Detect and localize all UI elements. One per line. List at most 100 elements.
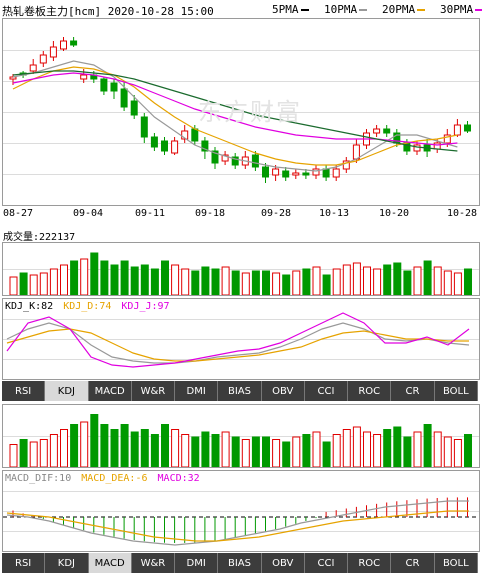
volume-bar	[443, 436, 452, 467]
candle-body	[221, 154, 229, 162]
volume-bar	[332, 268, 341, 295]
date-tick-10-28: 10-28	[446, 208, 478, 219]
ma20-line	[12, 66, 458, 166]
volume-bar	[29, 441, 38, 467]
volume-bar	[373, 268, 382, 295]
volume-bar	[29, 274, 38, 295]
volume-bar	[413, 266, 422, 295]
volume-bar	[393, 262, 402, 295]
volume-bar	[100, 424, 109, 467]
indicator-tabs-bottom: RSI KDJ MACD W&R DMI BIAS OBV CCI ROC CR BOLL	[2, 553, 478, 573]
tab-rsi[interactable]: RSI	[2, 553, 46, 573]
volume-bar	[342, 429, 351, 467]
date-axis: 08-27 09-04 09-11 09-18 09-28 10-13 10-20 10-28	[3, 208, 478, 222]
volume-bar	[241, 272, 250, 295]
volume-bar	[322, 274, 331, 295]
volume-bar	[464, 434, 472, 467]
kdj-d-label: KDJ_D:74	[63, 301, 112, 312]
volume-bar	[332, 434, 341, 467]
candle-body	[191, 128, 199, 142]
volume-panel-2[interactable]	[2, 404, 480, 468]
volume-bar	[272, 439, 281, 467]
volume-bar	[363, 431, 371, 467]
tab-macd[interactable]: MACD	[88, 381, 132, 401]
candle-body	[443, 134, 451, 144]
volume-panel[interactable]	[2, 242, 480, 296]
tab-boll[interactable]: BOLL	[434, 553, 478, 573]
candle-body	[70, 40, 78, 46]
volume-bar	[241, 439, 250, 467]
tab-kdj[interactable]: KDJ	[45, 553, 89, 573]
tab-obv[interactable]: OBV	[261, 553, 305, 573]
volume-bar	[140, 429, 149, 467]
volume-bar	[282, 274, 291, 295]
kdj-j-label: KDJ_J:97	[121, 301, 170, 312]
candle-body	[201, 140, 209, 152]
volume-bar	[433, 431, 442, 467]
tab-roc[interactable]: ROC	[348, 553, 392, 573]
volume-bar	[221, 431, 230, 467]
candle-body	[60, 40, 67, 50]
volume-bar	[443, 270, 452, 295]
volume-bar	[312, 266, 321, 295]
tab-macd[interactable]: MACD	[88, 553, 132, 573]
volume-bar	[150, 434, 159, 467]
volume-bar	[120, 424, 129, 467]
tab-rsi[interactable]: RSI	[2, 381, 46, 401]
tab-dmi[interactable]: DMI	[175, 553, 219, 573]
tab-wr[interactable]: W&R	[131, 381, 176, 401]
volume-bar	[433, 266, 442, 295]
volume-bar	[181, 434, 190, 467]
macd-panel[interactable]: MACD_DIF:10 MACD_DEA:-6 MACD:32	[2, 470, 480, 552]
volume-bar	[191, 436, 200, 467]
tab-dmi[interactable]: DMI	[175, 381, 219, 401]
candle-body	[312, 168, 320, 176]
candle-body	[262, 166, 269, 178]
candle-body	[161, 140, 168, 152]
volume-bar	[161, 260, 169, 295]
date-tick-10-20: 10-20	[378, 208, 410, 219]
volume-bar	[60, 429, 68, 467]
legend-20pma: 20PMA	[382, 3, 426, 16]
volume-bar	[302, 434, 311, 467]
tab-kdj[interactable]: KDJ	[45, 381, 89, 401]
candle-body	[231, 156, 239, 166]
volume-bar	[90, 252, 99, 295]
tab-boll[interactable]: BOLL	[434, 381, 478, 401]
kdj-panel[interactable]: KDJ_K:82 KDJ_D:74 KDJ_J:97	[2, 298, 480, 380]
tab-cr[interactable]: CR	[391, 381, 435, 401]
volume-bar	[181, 268, 190, 295]
kdj-k-label: KDJ_K:82	[5, 301, 54, 312]
volume-bar	[90, 414, 99, 467]
tab-roc[interactable]: ROC	[348, 381, 392, 401]
volume-bar	[100, 260, 109, 295]
candle-body	[302, 172, 310, 176]
chart-title: 热轧卷板主力[hcm] 2020-10-28 15:00	[2, 5, 214, 18]
kdj-j-line	[6, 312, 470, 368]
tab-cr[interactable]: CR	[391, 553, 435, 573]
tab-wr[interactable]: W&R	[131, 553, 176, 573]
volume-bar	[39, 272, 48, 295]
date-tick-09-11: 09-11	[134, 208, 166, 219]
kline-panel[interactable]	[2, 18, 480, 206]
volume-bar	[150, 268, 159, 295]
kdj-chart	[3, 312, 479, 368]
volume-bar	[9, 276, 18, 295]
volume-bar	[403, 436, 412, 467]
volume-bar	[363, 266, 371, 295]
volume-bar	[393, 426, 402, 467]
volume-bar	[9, 444, 18, 467]
tab-cci[interactable]: CCI	[304, 553, 349, 573]
tab-cci[interactable]: CCI	[304, 381, 349, 401]
volume-bar	[464, 268, 472, 295]
volume-bar	[231, 436, 240, 467]
volume-label: 成交量:222137	[3, 232, 76, 243]
tab-bias[interactable]: BIAS	[218, 381, 262, 401]
tab-obv[interactable]: OBV	[261, 381, 305, 401]
volume-bar	[231, 270, 240, 295]
volume-bar	[292, 270, 301, 295]
volume-chart-2	[3, 414, 479, 467]
tab-bias[interactable]: BIAS	[218, 553, 262, 573]
candle-body	[100, 78, 108, 92]
volume-bar	[39, 439, 48, 467]
